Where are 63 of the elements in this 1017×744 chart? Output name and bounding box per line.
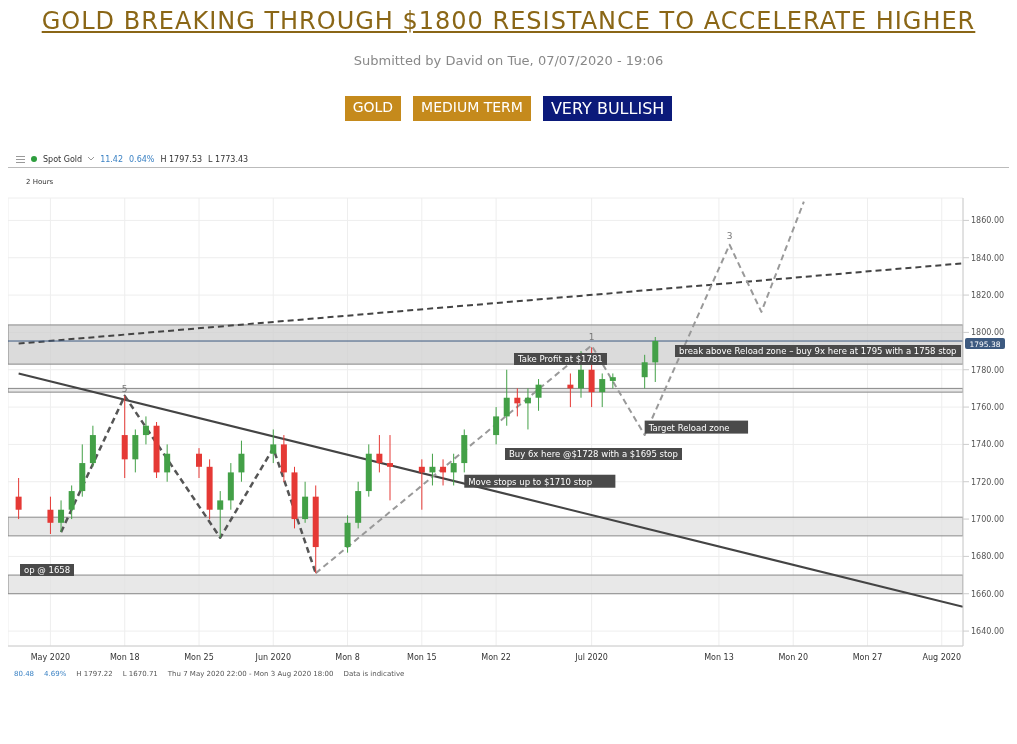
candlestick xyxy=(196,447,202,479)
x-tick-label: Mon 8 xyxy=(335,652,360,662)
annotation: 3 xyxy=(726,231,733,242)
x-tick-label: Mon 27 xyxy=(852,652,883,662)
candlestick xyxy=(503,369,510,427)
x-tick-label: Mon 20 xyxy=(778,652,809,662)
y-tick-label: 1680.00 xyxy=(971,552,1005,562)
text: VERY BULLISH xyxy=(542,96,673,121)
y-tick-label: 1800.00 xyxy=(971,328,1005,338)
text: 0.64% xyxy=(129,154,155,164)
y-tick-label: 1860.00 xyxy=(971,216,1005,226)
text: GOLD xyxy=(344,96,402,121)
annotation: 1 xyxy=(588,331,595,342)
candlestick xyxy=(493,406,500,445)
x-tick-label: Mon 15 xyxy=(407,652,437,662)
text: L 1773.43 xyxy=(208,154,249,164)
x-tick-label: Mon 25 xyxy=(184,652,214,662)
annotation: Buy 6x here @$1728 with a $1695 stop xyxy=(505,448,682,460)
y-tick-label: 1740.00 xyxy=(971,440,1005,450)
candlestick xyxy=(47,496,54,535)
candlestick xyxy=(68,484,75,520)
candlestick xyxy=(142,415,149,445)
candlestick xyxy=(270,428,277,464)
candlestick xyxy=(450,453,457,486)
y-tick-label: 1780.00 xyxy=(971,365,1005,375)
candlestick xyxy=(58,499,65,533)
x-tick-label: Mon 22 xyxy=(481,652,511,662)
annotation: 5 xyxy=(121,384,128,395)
candlestick xyxy=(387,434,393,501)
y-tick-label: 1640.00 xyxy=(971,626,1005,636)
y-tick-label: 1820.00 xyxy=(971,290,1005,300)
x-tick-label: Mon 13 xyxy=(704,652,734,662)
candlestick xyxy=(15,477,22,520)
candlestick xyxy=(164,443,171,483)
chart-subtitle: Submitted by David on Tue, 07/07/2020 - 19:06 xyxy=(352,53,665,68)
text: MEDIUM TERM xyxy=(413,96,531,121)
annotation: Move stops up to $1710 stop xyxy=(468,476,593,487)
candlestick xyxy=(217,490,224,539)
annotation: op @ 1658 xyxy=(20,564,75,576)
annotation: break above Reload zone – buy 9x here at 1795 with a 1758 stop xyxy=(675,345,961,357)
y-tick-label: 1700.00 xyxy=(971,514,1005,524)
candlestick xyxy=(376,434,383,473)
candlestick xyxy=(238,440,245,483)
x-tick-label: Jun 2020 xyxy=(254,652,291,662)
candlestick xyxy=(652,336,659,383)
x-tick-label: Mon 18 xyxy=(109,652,140,662)
y-tick-label: 1720.00 xyxy=(971,477,1005,487)
text: H 1797.53 xyxy=(160,154,203,164)
text: 11.42 xyxy=(100,154,124,164)
y-tick-label: 1840.00 xyxy=(971,253,1005,263)
candlestick xyxy=(641,354,648,389)
y-tick-label: 1760.00 xyxy=(971,402,1005,412)
x-tick-label: Aug 2020 xyxy=(922,652,962,662)
annotation: Take Profit at $1781 xyxy=(514,353,607,365)
x-tick-label: May 2020 xyxy=(30,652,71,662)
annotation: Target Reload zone xyxy=(647,422,730,433)
chart-title: GOLD BREAKING THROUGH $1800 RESISTANCE TO ACCELERATE HIGHER xyxy=(40,7,977,35)
candlestick xyxy=(535,378,542,412)
text: Spot Gold xyxy=(43,154,83,164)
candlestick xyxy=(599,372,606,408)
candlestick xyxy=(302,481,309,524)
y-tick-label: 1660.00 xyxy=(971,589,1005,599)
x-tick-label: Jul 2020 xyxy=(574,652,608,662)
